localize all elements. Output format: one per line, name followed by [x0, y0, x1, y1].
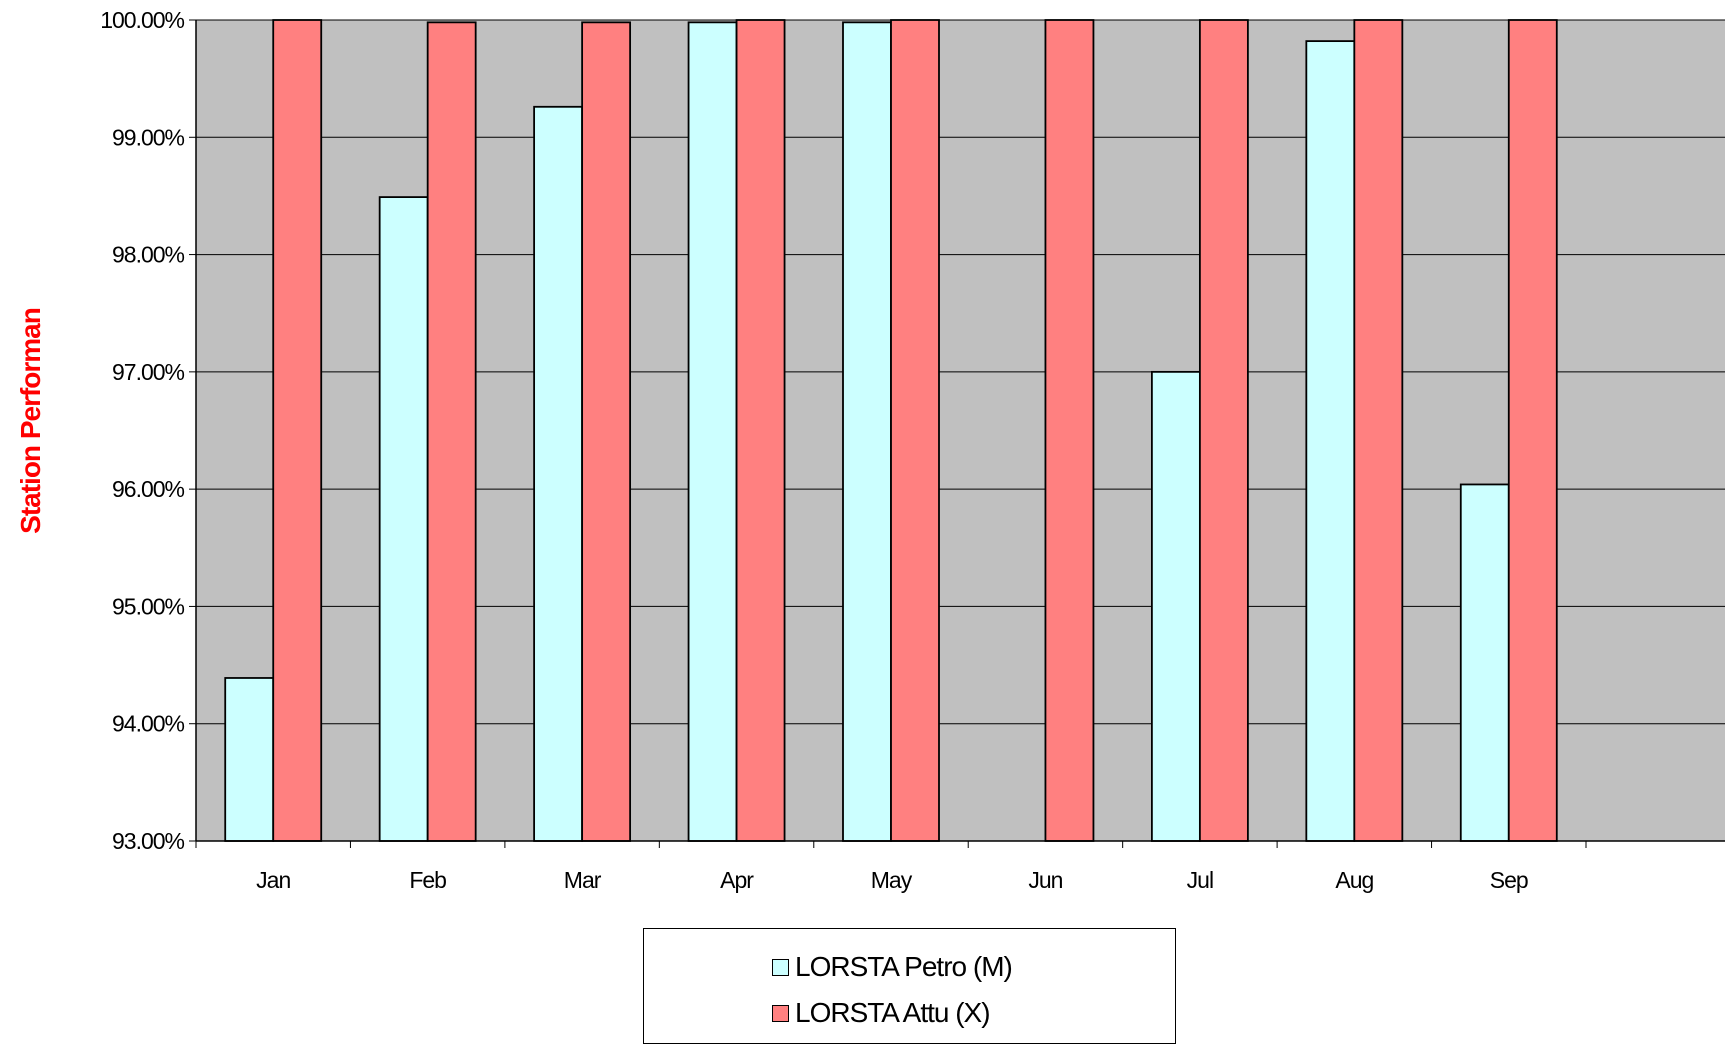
y-tick-label: 96.00% — [112, 476, 185, 502]
x-tick-label: Feb — [409, 867, 446, 893]
legend-label-attu: LORSTA Attu (X) — [795, 997, 991, 1028]
x-tick-label: May — [871, 867, 913, 893]
bar-petro-jul — [1150, 370, 1201, 842]
bar-petro-may — [842, 21, 892, 842]
x-tick-label: Sep — [1490, 867, 1528, 893]
y-axis-title: Station Performan — [15, 308, 46, 534]
bar-attu-feb — [426, 21, 477, 842]
bar-attu-sep — [1507, 19, 1558, 842]
bar-petro-feb — [378, 196, 429, 842]
y-tick-label: 100.00% — [100, 7, 184, 33]
bar-attu-may — [890, 19, 940, 842]
legend-swatch-attu — [772, 1004, 789, 1022]
y-tick-label: 93.00% — [112, 828, 185, 854]
bar-attu-jul — [1198, 19, 1249, 842]
legend-swatch-petro — [772, 958, 789, 976]
x-tick-labels: Jan Feb Mar Apr May Jun Jul Aug Sep — [256, 867, 1529, 893]
x-tick-label: Aug — [1335, 867, 1373, 893]
bar-petro-aug — [1305, 40, 1356, 842]
x-tick-label: Mar — [564, 867, 602, 893]
x-tick-label: Jan — [256, 867, 290, 893]
legend: LORSTA Petro (M) LORSTA Attu (X) — [643, 928, 1176, 1044]
bar-petro-mar — [533, 105, 584, 842]
y-tick-label: 95.00% — [112, 593, 185, 619]
bar-attu-mar — [581, 21, 632, 842]
x-tick-label: Apr — [720, 867, 754, 893]
bar-petro-sep — [1459, 483, 1510, 842]
y-tick-label: 97.00% — [112, 359, 185, 385]
bar-petro-jan — [224, 677, 275, 842]
y-tick-label: 98.00% — [112, 242, 185, 268]
bar-attu-jun — [1044, 19, 1095, 842]
axes — [189, 19, 1725, 848]
y-tick-labels: 93.00% 94.00% 95.00% 96.00% 97.00% 98.00% 99.0… — [100, 7, 185, 854]
y-tick-label: 94.00% — [112, 711, 185, 737]
legend-item-attu: LORSTA Attu (X) — [772, 997, 991, 1029]
bar-petro-apr — [687, 21, 738, 842]
legend-item-petro: LORSTA Petro (M) — [772, 951, 1013, 983]
bar-attu-apr — [735, 19, 786, 842]
legend-label-petro: LORSTA Petro (M) — [795, 951, 1013, 982]
bar-attu-aug — [1353, 19, 1404, 842]
y-tick-label: 99.00% — [112, 124, 185, 150]
x-tick-label: Jul — [1187, 867, 1213, 893]
x-tick-label: Jun — [1028, 867, 1062, 893]
bar-attu-jan — [272, 19, 323, 842]
